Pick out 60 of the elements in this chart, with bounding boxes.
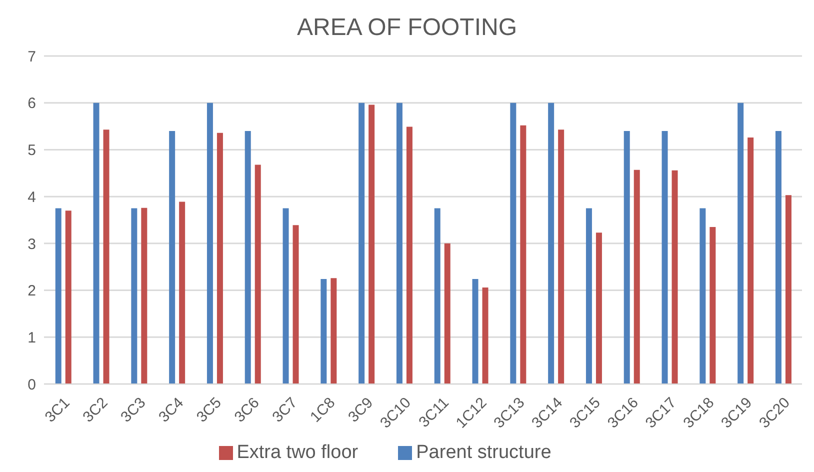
bar (748, 138, 754, 384)
bar (472, 279, 478, 384)
y-tick-label: 0 (28, 376, 36, 394)
bar (244, 130, 251, 384)
bar (624, 130, 630, 384)
bar (672, 170, 678, 384)
y-tick-label: 5 (28, 142, 36, 160)
bar (368, 104, 375, 384)
bar (444, 243, 450, 384)
bar (775, 130, 782, 384)
y-tick-label: 4 (28, 188, 36, 206)
legend-label: Parent structure (416, 442, 552, 463)
bar (93, 102, 100, 384)
x-tick-label: 1C8 (307, 394, 339, 426)
x-tick-label: 3C5 (193, 394, 225, 426)
x-tick-label: 3C7 (269, 394, 301, 426)
y-tick-label: 6 (28, 95, 36, 112)
bar (169, 130, 176, 384)
bar (330, 278, 337, 384)
bar (141, 208, 148, 384)
bar (558, 130, 564, 384)
bar (103, 130, 110, 384)
bar (662, 130, 668, 384)
y-tick-label: 3 (28, 236, 36, 253)
bar (634, 170, 640, 384)
x-tick-label: 3C4 (156, 394, 188, 426)
bar (434, 208, 440, 384)
bar (65, 210, 72, 384)
chart-title: AREA OF FOOTING (296, 13, 518, 43)
bar (320, 279, 327, 384)
x-tick-label: 3C6 (231, 394, 263, 426)
bar (710, 227, 716, 384)
bar (785, 195, 792, 384)
bar (738, 102, 744, 384)
bar (254, 164, 261, 384)
bar (396, 102, 402, 384)
x-tick-label: 3C3 (118, 394, 150, 426)
bar (406, 126, 412, 384)
bar (358, 102, 365, 384)
legend-label: Extra two floor (236, 442, 358, 463)
x-tick-label: 3C9 (345, 394, 377, 426)
bar (482, 287, 488, 384)
y-tick-label: 7 (28, 48, 36, 66)
x-tick-label: 3C1 (42, 394, 74, 426)
bar (510, 102, 516, 384)
bar (179, 202, 186, 384)
x-tick-label: 3C2 (80, 394, 112, 426)
bar (131, 208, 138, 384)
y-tick-label: 2 (28, 282, 36, 300)
bar (596, 232, 602, 384)
bar (548, 102, 554, 384)
bar (292, 225, 299, 384)
bar (586, 208, 592, 384)
bar (282, 208, 289, 384)
bar (520, 125, 526, 384)
bar (216, 132, 223, 384)
bar (55, 208, 62, 384)
bar (206, 102, 213, 384)
bar (700, 208, 706, 384)
y-tick-label: 1 (28, 329, 36, 346)
